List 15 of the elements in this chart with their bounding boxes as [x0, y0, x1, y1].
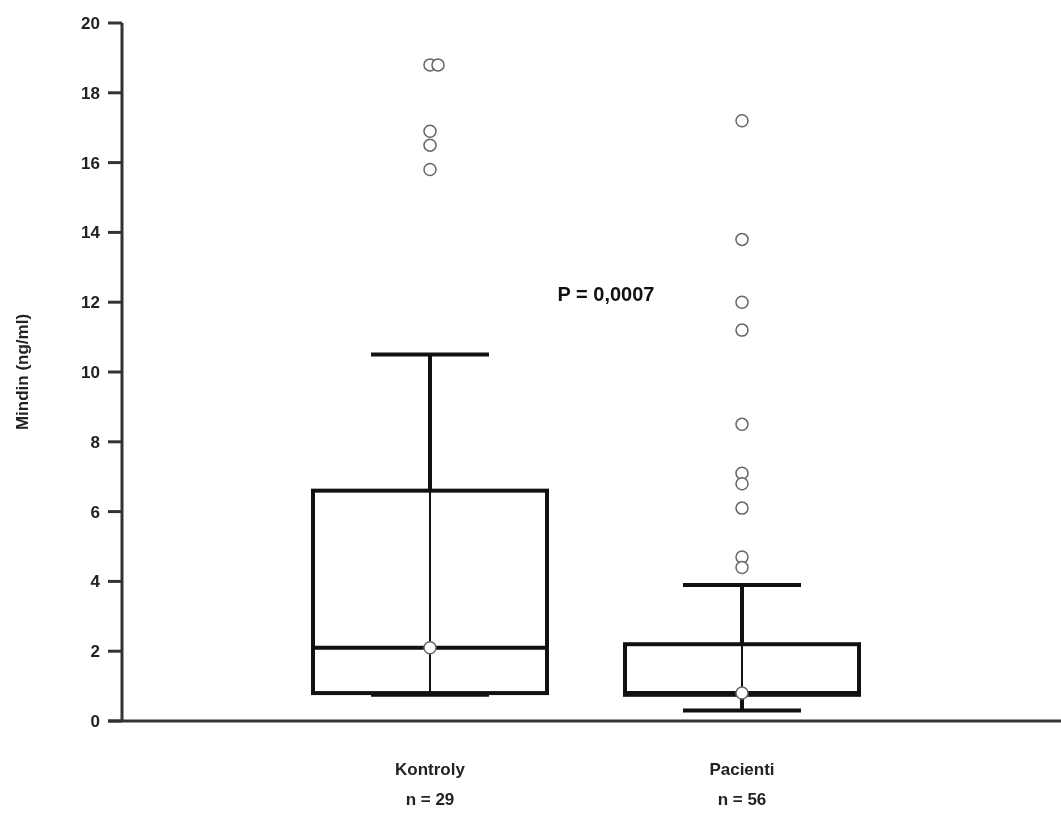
x-tick-label: Pacienti n = 56 [709, 760, 775, 809]
y-tick-label: 10 [81, 362, 100, 382]
y-axis-title: Mindin (ng/ml) [13, 313, 32, 431]
y-tick-label: 8 [90, 432, 100, 452]
y-tick-label: 6 [90, 502, 100, 522]
y-tick-label: 2 [90, 642, 100, 662]
y-tick-label: 4 [90, 572, 101, 592]
x-tick-label: Kontroly n = 29 [395, 760, 466, 809]
y-tick-label: 18 [81, 83, 100, 103]
y-tick-label: 14 [81, 223, 101, 243]
y-tick-label: 16 [81, 153, 100, 173]
y-tick-label: 12 [81, 293, 100, 313]
y-tick-label: 20 [81, 13, 100, 33]
y-tick-label: 0 [90, 711, 100, 731]
annotation: P = 0,0007 [557, 283, 655, 306]
